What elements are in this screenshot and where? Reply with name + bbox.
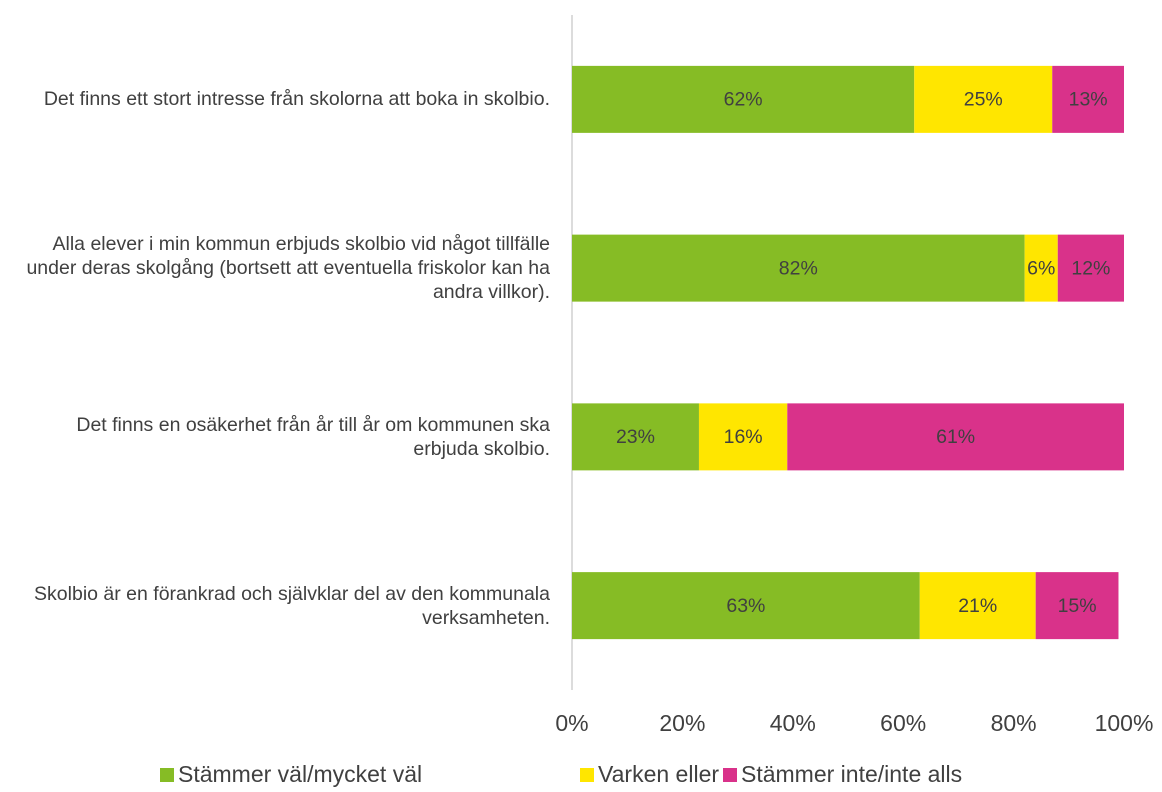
x-tick-label: 0% bbox=[555, 710, 588, 736]
data-label: 23% bbox=[616, 426, 655, 448]
x-tick-label: 20% bbox=[659, 710, 705, 736]
x-tick-label: 100% bbox=[1095, 710, 1154, 736]
x-tick-label: 40% bbox=[770, 710, 816, 736]
data-label: 15% bbox=[1058, 595, 1097, 617]
legend-label: Varken eller bbox=[598, 761, 719, 787]
bar-segment bbox=[787, 403, 1124, 471]
bar-segment bbox=[572, 403, 699, 471]
data-label: 6% bbox=[1027, 257, 1055, 279]
data-label: 12% bbox=[1071, 257, 1110, 279]
data-label: 16% bbox=[724, 426, 763, 448]
category-label: Det finns en osäkerhet från år till år o… bbox=[76, 413, 550, 460]
bar-segment bbox=[572, 234, 1025, 302]
category-label: Det finns ett stort intresse från skolor… bbox=[43, 88, 550, 111]
legend-label: Stämmer inte/inte alls bbox=[741, 761, 962, 787]
bar-segment bbox=[572, 65, 915, 133]
bar-segment bbox=[1052, 65, 1124, 133]
data-label: 13% bbox=[1069, 89, 1108, 111]
bar-segment bbox=[572, 572, 920, 640]
bar-segment bbox=[914, 65, 1053, 133]
bar-segment bbox=[1024, 234, 1058, 302]
legend-label: Stämmer väl/mycket väl bbox=[178, 761, 422, 787]
data-label: 63% bbox=[726, 595, 765, 617]
category-label: Alla elever i min kommun erbjuds skolbio… bbox=[26, 233, 550, 304]
data-label: 21% bbox=[958, 595, 997, 617]
bar-segment bbox=[919, 572, 1036, 640]
legend-swatch bbox=[723, 768, 737, 782]
legend-swatch bbox=[580, 768, 594, 782]
data-label: 82% bbox=[779, 257, 818, 279]
bar-segment bbox=[1057, 234, 1124, 302]
data-label: 25% bbox=[964, 89, 1003, 111]
category-label: Skolbio är en förankrad och självklar de… bbox=[34, 582, 550, 629]
data-label: 61% bbox=[936, 426, 975, 448]
bar-segment bbox=[698, 403, 788, 471]
x-tick-label: 60% bbox=[880, 710, 926, 736]
data-label: 62% bbox=[724, 89, 763, 111]
x-tick-label: 80% bbox=[991, 710, 1037, 736]
bar-segment bbox=[1035, 572, 1119, 640]
legend-swatch bbox=[160, 768, 174, 782]
